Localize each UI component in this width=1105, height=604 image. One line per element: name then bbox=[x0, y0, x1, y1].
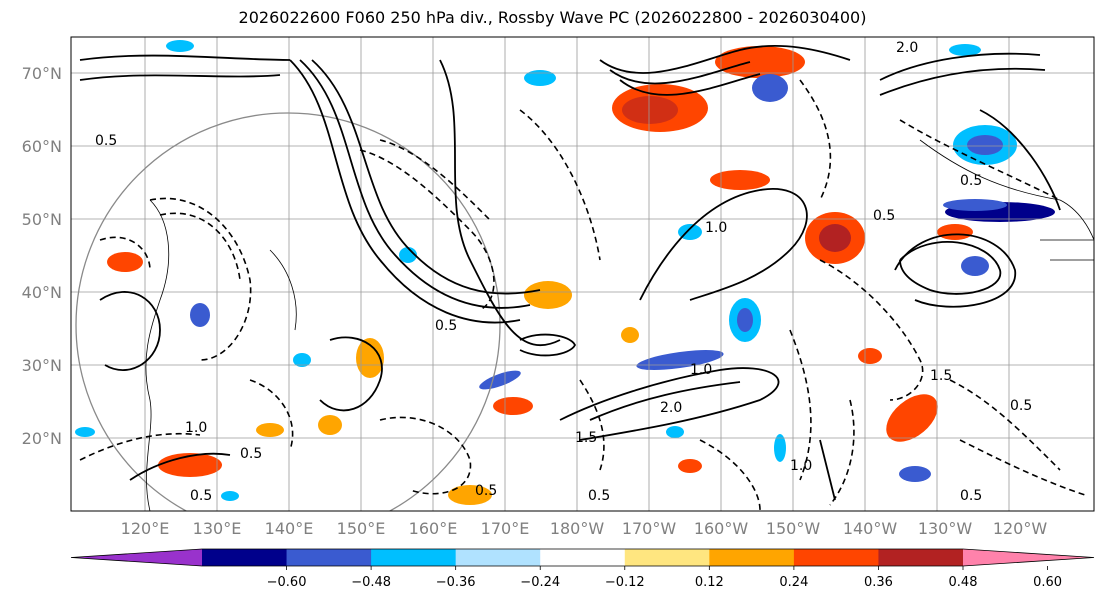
lon-label: 160°E bbox=[409, 519, 458, 538]
coastlines bbox=[145, 139, 1094, 511]
lat-label: 60°N bbox=[22, 137, 62, 156]
lon-label: 130°E bbox=[193, 519, 242, 538]
contour-label: 0.5 bbox=[588, 488, 610, 504]
contour-label: 1.0 bbox=[185, 420, 207, 436]
contour-label: 1.0 bbox=[705, 220, 727, 236]
map-title: 2026022600 F060 250 hPa div., Rossby Wav… bbox=[238, 8, 867, 27]
colorbar-tick-label: −0.60 bbox=[267, 575, 307, 590]
contour-label: 2.0 bbox=[660, 400, 682, 416]
map-frame bbox=[70, 36, 1095, 512]
lon-label: 170°W bbox=[622, 519, 677, 538]
lon-label: 140°W bbox=[843, 519, 898, 538]
contour-label: 0.5 bbox=[1010, 398, 1032, 414]
lon-label: 130°W bbox=[918, 519, 973, 538]
contour-label: 1.0 bbox=[790, 458, 812, 474]
lat-label: 20°N bbox=[22, 429, 62, 448]
contour-label: 0.5 bbox=[190, 488, 212, 504]
colorbar-tick-label: −0.36 bbox=[436, 575, 476, 590]
lon-label: 120°E bbox=[121, 519, 170, 538]
map-area: 2.0 0.5 1.0 0.5 0.5 1.5 2.0 0.5 0.5 1.0 … bbox=[71, 37, 1094, 511]
dashed-contours bbox=[79, 79, 1086, 511]
colorbar-tick-label: 0.12 bbox=[695, 575, 724, 590]
lat-label: 50°N bbox=[22, 210, 62, 229]
lon-label: 180°W bbox=[550, 519, 605, 538]
contour-labels: 2.0 0.5 1.0 0.5 0.5 1.5 2.0 0.5 0.5 1.0 … bbox=[95, 40, 1032, 504]
colorbar-segment bbox=[286, 549, 372, 566]
lat-label: 30°N bbox=[22, 356, 62, 375]
lon-label: 160°W bbox=[694, 519, 749, 538]
lon-label: 120°W bbox=[993, 519, 1048, 538]
region-circle bbox=[75, 112, 501, 511]
colorbar-segment bbox=[71, 549, 202, 566]
colorbar-segment bbox=[963, 549, 1094, 566]
colorbar: −0.60 −0.48 −0.36 −0.24 −0.12 0.12 0.24 0.36 0.4… bbox=[70, 548, 1095, 590]
colorbar-tick-label: 0.36 bbox=[864, 575, 893, 590]
divergence-shading bbox=[75, 40, 1055, 505]
contour-label: 0.5 bbox=[873, 208, 895, 224]
lon-label: 170°E bbox=[481, 519, 530, 538]
colorbar-segment bbox=[455, 549, 541, 566]
colorbar-segment bbox=[793, 549, 879, 566]
colorbar-tick-label: 0.24 bbox=[779, 575, 808, 590]
colorbar-segment bbox=[709, 549, 795, 566]
contour-label: 0.5 bbox=[95, 133, 117, 149]
longitude-axis: 120°E 130°E 140°E 150°E 160°E 170°E 180°… bbox=[121, 519, 1048, 538]
contour-label: 0.5 bbox=[960, 173, 982, 189]
colorbar-outline bbox=[70, 548, 1095, 567]
colorbar-segment bbox=[878, 549, 964, 566]
colorbar-tick-label: −0.48 bbox=[351, 575, 391, 590]
contour-label: 0.5 bbox=[435, 318, 457, 334]
contour-label: 1.5 bbox=[930, 368, 952, 384]
lon-label: 140°E bbox=[265, 519, 314, 538]
lon-label: 150°E bbox=[337, 519, 386, 538]
colorbar-tick-label: −0.24 bbox=[520, 575, 560, 590]
lat-label: 70°N bbox=[22, 64, 62, 83]
colorbar-tick-label: 0.60 bbox=[1033, 575, 1062, 590]
contour-label: 1.0 bbox=[690, 362, 712, 378]
contour-label: 0.5 bbox=[240, 446, 262, 462]
lat-label: 40°N bbox=[22, 283, 62, 302]
colorbar-tick-label: −0.12 bbox=[605, 575, 645, 590]
colorbar-tick-label: 0.48 bbox=[949, 575, 978, 590]
latitude-axis: 70°N 60°N 50°N 40°N 30°N 20°N bbox=[22, 64, 62, 448]
colorbar-segment bbox=[202, 549, 288, 566]
gridlines bbox=[71, 37, 1094, 511]
contour-label: 0.5 bbox=[475, 483, 497, 499]
lon-label: 150°W bbox=[766, 519, 821, 538]
colorbar-segment bbox=[371, 549, 457, 566]
colorbar-segment bbox=[624, 549, 710, 566]
contour-label: 2.0 bbox=[896, 40, 918, 56]
contour-label: 1.5 bbox=[575, 430, 597, 446]
solid-contours bbox=[79, 44, 1061, 501]
contour-label: 0.5 bbox=[960, 488, 982, 504]
colorbar-segment bbox=[540, 549, 626, 566]
